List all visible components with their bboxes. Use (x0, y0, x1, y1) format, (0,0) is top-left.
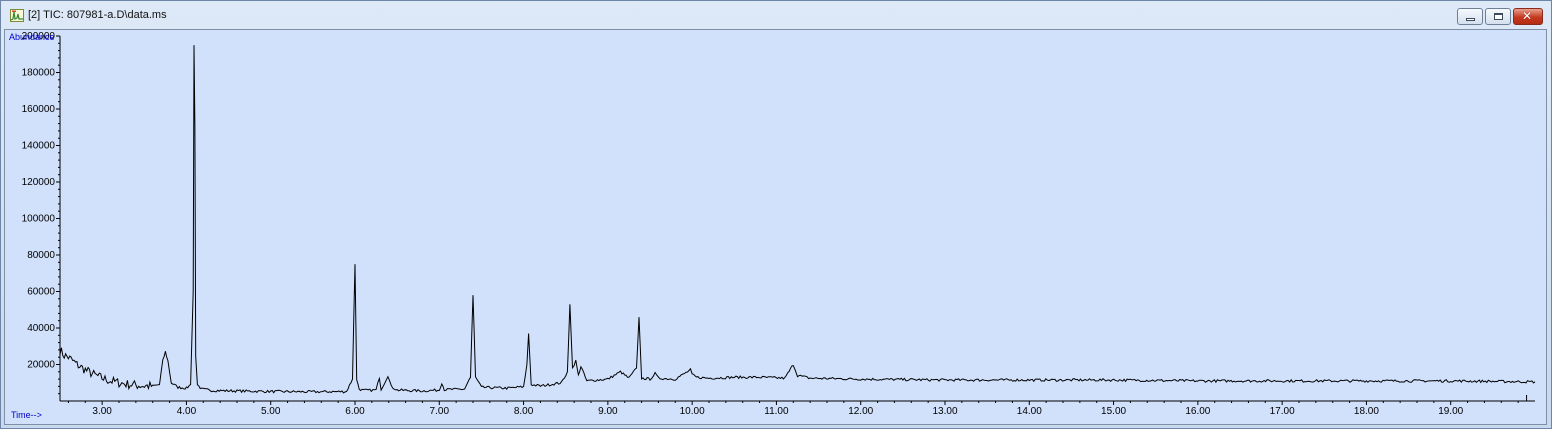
x-tick-label: 16.00 (1185, 406, 1210, 417)
x-tick-label: 15.00 (1101, 406, 1126, 417)
minimize-button[interactable] (1457, 8, 1483, 25)
title-bar[interactable]: [2] TIC: 807981-a.D\data.ms ✕ (1, 1, 1551, 29)
close-icon: ✕ (1522, 9, 1533, 23)
maximize-button[interactable] (1485, 8, 1511, 25)
x-tick-label: 18.00 (1354, 406, 1379, 417)
y-tick-label: 180000 (22, 68, 56, 79)
y-tick-label: 80000 (27, 250, 55, 261)
x-tick-label: 4.00 (177, 406, 197, 417)
x-tick-label: 7.00 (430, 406, 450, 417)
x-tick-label: 17.00 (1270, 406, 1295, 417)
window-title: [2] TIC: 807981-a.D\data.ms (28, 9, 167, 21)
x-tick-label: 14.00 (1017, 406, 1042, 417)
plot-area[interactable]: 20000 40000 60000 80000 100000 120000 140000 16… (4, 29, 1547, 425)
x-tick-label: 3.00 (92, 406, 112, 417)
x-tick-label: 11.00 (764, 406, 789, 417)
y-tick-label: 160000 (22, 104, 56, 115)
x-tick-label: 8.00 (514, 406, 534, 417)
x-tick-label: 10.00 (680, 406, 705, 417)
y-tick-label: 140000 (22, 141, 56, 152)
tic-chromatogram-chart[interactable]: 20000 40000 60000 80000 100000 120000 140000 16… (5, 30, 1546, 424)
minimize-icon (1466, 18, 1475, 21)
y-tick-label: 200000 (22, 31, 56, 42)
x-axis-label: Time--> (11, 410, 42, 420)
x-tick-label: 19.00 (1438, 406, 1463, 417)
x-tick-label: 9.00 (598, 406, 618, 417)
tic-trace-line (59, 45, 1536, 394)
y-axis: 20000 40000 60000 80000 100000 120000 140000 16… (22, 31, 61, 401)
y-axis-label: Abundance (9, 32, 55, 42)
x-tick-label: 13.00 (932, 406, 957, 417)
y-tick-label: 20000 (27, 360, 55, 371)
x-tick-label: 6.00 (345, 406, 365, 417)
y-tick-label: 100000 (22, 214, 56, 225)
x-axis: 3.00 4.00 5.00 6.00 7.00 8.00 9.00 10.00 11.00 12… (60, 395, 1535, 417)
x-tick-label: 12.00 (848, 406, 873, 417)
x-tick-label: 5.00 (261, 406, 281, 417)
y-tick-label: 60000 (27, 287, 55, 298)
maximize-icon (1494, 13, 1503, 20)
y-tick-label: 40000 (27, 323, 55, 334)
y-tick-label: 120000 (22, 177, 56, 188)
chromatogram-app-icon (10, 9, 24, 22)
close-button[interactable]: ✕ (1513, 8, 1543, 25)
